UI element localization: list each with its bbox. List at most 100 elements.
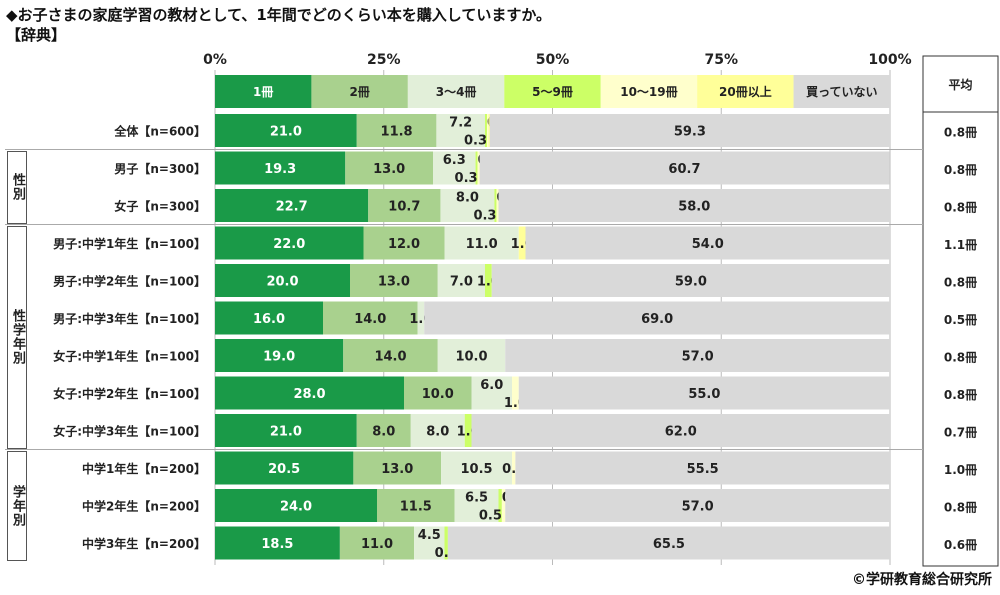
bar-segment	[404, 376, 472, 410]
data-label: 28.0	[293, 387, 325, 402]
data-label: 14.0	[374, 350, 406, 365]
group-label: 性学年別	[10, 309, 25, 365]
bar-segment	[505, 339, 890, 372]
category-label: 中学2年生【n=200】	[82, 499, 206, 514]
group-label-box: 学年別	[7, 450, 27, 561]
data-label: 59.3	[674, 125, 706, 140]
bar-segment	[215, 264, 350, 297]
data-label: 7.2	[449, 116, 472, 131]
bar-segment	[215, 189, 369, 222]
bar-segment	[488, 114, 490, 147]
chart-subtitle: 【辞典】	[6, 26, 67, 44]
data-label: 6.0	[480, 378, 503, 393]
data-label: 8.0	[372, 425, 395, 440]
bar-segment	[356, 414, 411, 447]
bar-segment	[464, 414, 472, 447]
bar-segment	[437, 339, 506, 372]
data-label: 24.0	[280, 500, 312, 515]
legend-label: 3～4冊	[436, 85, 477, 99]
data-label: 13.0	[373, 162, 405, 177]
category-label: 中学1年生【n=200】	[82, 461, 206, 476]
average-value: 0.8冊	[944, 163, 977, 177]
bar-segment	[215, 376, 404, 410]
data-label: 21.0	[270, 425, 302, 440]
data-label: 19.0	[263, 350, 295, 365]
group-label: 性別	[10, 173, 25, 201]
bar-segment	[339, 526, 415, 560]
bar-segment	[471, 414, 890, 447]
bar-segment	[433, 151, 476, 185]
bar-segment	[323, 301, 418, 335]
group-label: 学年別	[10, 484, 25, 527]
bar-segment	[345, 151, 434, 185]
legend-label: 20冊以上	[719, 84, 772, 99]
data-label: 6.3	[443, 153, 466, 168]
legend-swatch	[504, 75, 601, 108]
bar-segment	[454, 489, 499, 522]
data-label: 55.5	[687, 462, 719, 477]
data-label: 13.0	[381, 462, 413, 477]
bar-segment	[215, 339, 344, 372]
data-label: 10.0	[455, 350, 487, 365]
data-label: 0.3	[455, 171, 478, 186]
data-label: 7.0	[450, 275, 473, 290]
average-value: 0.8冊	[944, 201, 977, 215]
legend-label: 10～19冊	[620, 85, 677, 99]
data-label: 57.0	[682, 350, 714, 365]
bar-segment	[494, 189, 497, 222]
data-label: 57.0	[682, 500, 714, 515]
bar-segment	[215, 151, 346, 185]
bar-segment	[356, 114, 437, 147]
legend-swatch	[407, 75, 505, 108]
bar-segment	[518, 376, 890, 410]
legend-swatch	[311, 75, 408, 108]
data-label: 65.5	[653, 537, 685, 552]
data-label: 22.0	[273, 237, 305, 252]
data-label: 69.0	[641, 312, 673, 327]
legend-label: 買っていない	[806, 85, 877, 99]
bar-segment	[215, 451, 354, 485]
bar-segment	[512, 376, 519, 410]
bar-segment	[353, 451, 442, 485]
bar-segment	[414, 526, 445, 560]
bar-segment	[363, 226, 445, 260]
bar-segment	[377, 489, 455, 522]
bar-segment	[515, 451, 890, 485]
data-label: 14.0	[354, 312, 386, 327]
bar-segment	[424, 301, 890, 335]
average-value: 0.8冊	[944, 501, 977, 515]
group-label-box: 性学年別	[7, 225, 27, 449]
bar-segment	[475, 151, 478, 185]
bar-segment	[485, 264, 492, 297]
bar-segment	[498, 189, 890, 222]
data-label: 8.0	[456, 191, 479, 206]
data-label: 4.5	[418, 528, 441, 543]
average-value: 0.5冊	[944, 313, 977, 327]
data-label: 0.5	[479, 509, 502, 524]
bar-segment	[505, 489, 890, 522]
bar-segment	[498, 489, 502, 522]
category-label: 男子【n=300】	[114, 161, 206, 176]
data-label: 0.3	[464, 134, 487, 149]
data-label: 16.0	[253, 312, 285, 327]
category-label: 男子:中学2年生【n=100】	[53, 274, 206, 289]
data-label: 13.0	[378, 275, 410, 290]
average-value: 0.8冊	[944, 276, 977, 290]
x-tick-label: 75%	[704, 52, 738, 68]
bar-segment	[437, 264, 485, 297]
legend-label: 1冊	[253, 85, 273, 99]
data-label: 22.7	[276, 200, 308, 215]
average-column-box	[922, 55, 999, 567]
data-label: 20.0	[266, 275, 298, 290]
bar-segment	[215, 301, 323, 335]
category-label: 女子:中学2年生【n=100】	[53, 386, 206, 401]
legend-swatch	[697, 75, 794, 108]
bar-segment	[417, 301, 425, 335]
data-label: 12.0	[388, 237, 420, 252]
bar-segment	[410, 414, 465, 447]
bar-segment	[479, 151, 890, 185]
bar-segment	[447, 526, 890, 560]
data-label: 60.7	[668, 162, 700, 177]
